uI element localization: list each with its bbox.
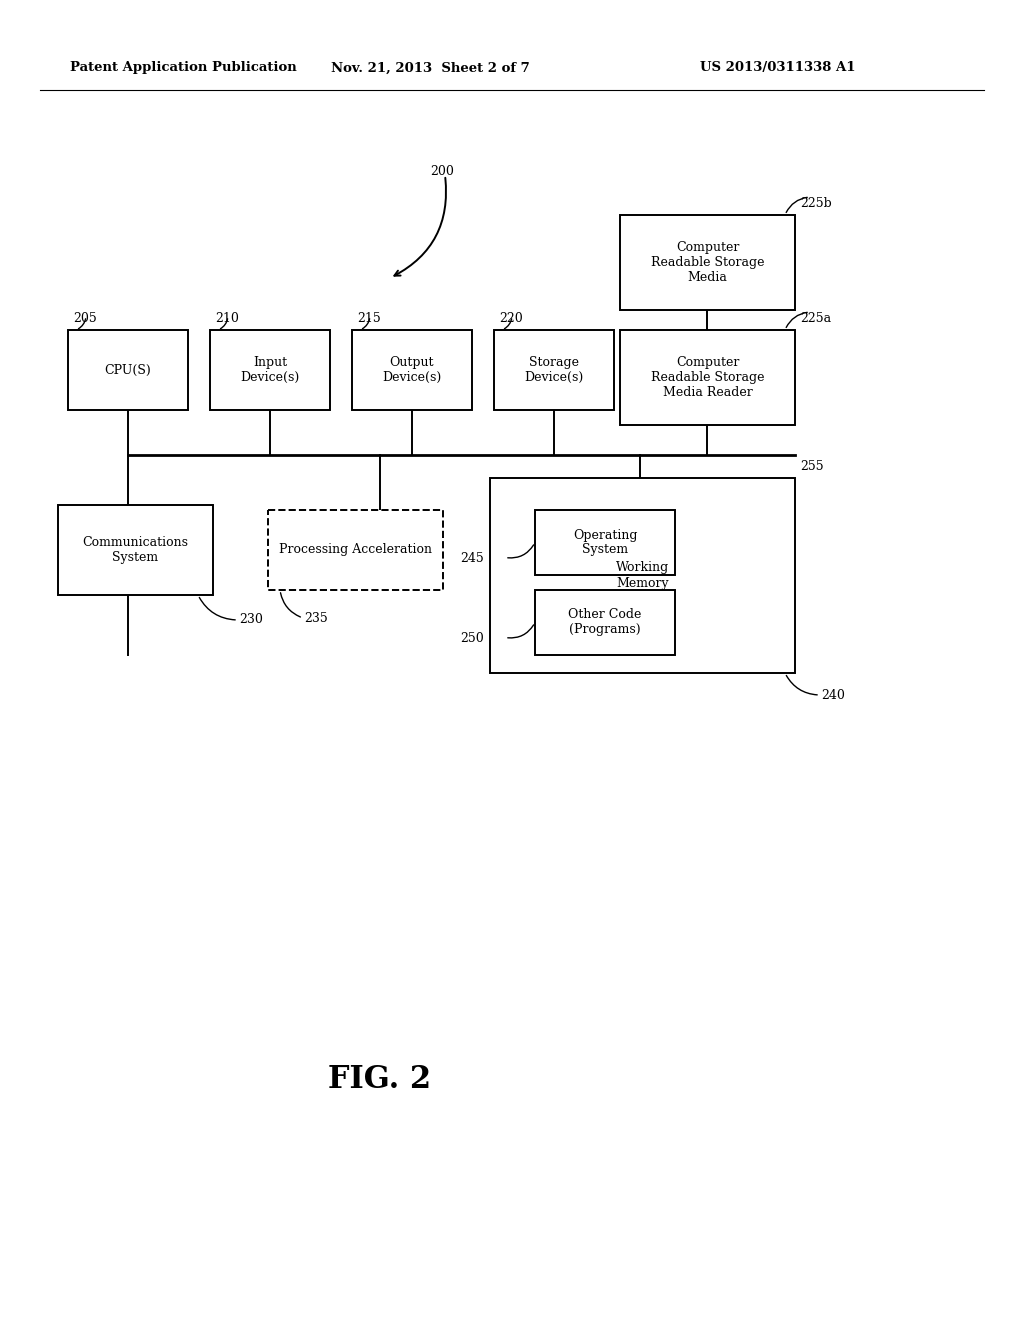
Text: Nov. 21, 2013  Sheet 2 of 7: Nov. 21, 2013 Sheet 2 of 7 [331, 62, 529, 74]
Text: 250: 250 [460, 632, 483, 645]
Bar [268, 510, 443, 590]
Text: 210: 210 [215, 312, 239, 325]
Text: CPU(S): CPU(S) [104, 363, 152, 376]
Text: 230: 230 [239, 612, 263, 626]
Text: 205: 205 [73, 312, 96, 325]
Bar [494, 330, 614, 411]
Text: FIG. 2: FIG. 2 [329, 1064, 431, 1096]
Text: US 2013/0311338 A1: US 2013/0311338 A1 [700, 62, 855, 74]
Text: Processing Acceleration: Processing Acceleration [279, 544, 432, 557]
Text: 245: 245 [460, 553, 483, 565]
Text: Storage
Device(s): Storage Device(s) [524, 356, 584, 384]
Text: 235: 235 [304, 612, 328, 624]
Text: Output
Device(s): Output Device(s) [382, 356, 441, 384]
Text: Computer
Readable Storage
Media Reader: Computer Readable Storage Media Reader [650, 356, 764, 399]
Text: 200: 200 [430, 165, 454, 178]
Bar [68, 330, 188, 411]
Text: Computer
Readable Storage
Media: Computer Readable Storage Media [650, 242, 764, 284]
Bar [352, 330, 472, 411]
Text: Other Code
(Programs): Other Code (Programs) [568, 609, 642, 636]
Text: 255: 255 [800, 459, 823, 473]
Text: Communications
System: Communications System [83, 536, 188, 564]
Text: Working
Memory: Working Memory [615, 561, 669, 590]
Text: Patent Application Publication: Patent Application Publication [70, 62, 297, 74]
Text: Operating
System: Operating System [572, 528, 637, 557]
Text: 220: 220 [499, 312, 522, 325]
Bar [58, 506, 213, 595]
Text: 225b: 225b [800, 197, 831, 210]
Bar [210, 330, 330, 411]
Bar [620, 330, 795, 425]
Bar [620, 215, 795, 310]
Bar [535, 510, 675, 576]
Bar [490, 478, 795, 673]
Text: 215: 215 [357, 312, 381, 325]
Bar [535, 590, 675, 655]
Text: Input
Device(s): Input Device(s) [241, 356, 300, 384]
Text: 225a: 225a [800, 312, 831, 325]
Text: 240: 240 [821, 689, 845, 702]
